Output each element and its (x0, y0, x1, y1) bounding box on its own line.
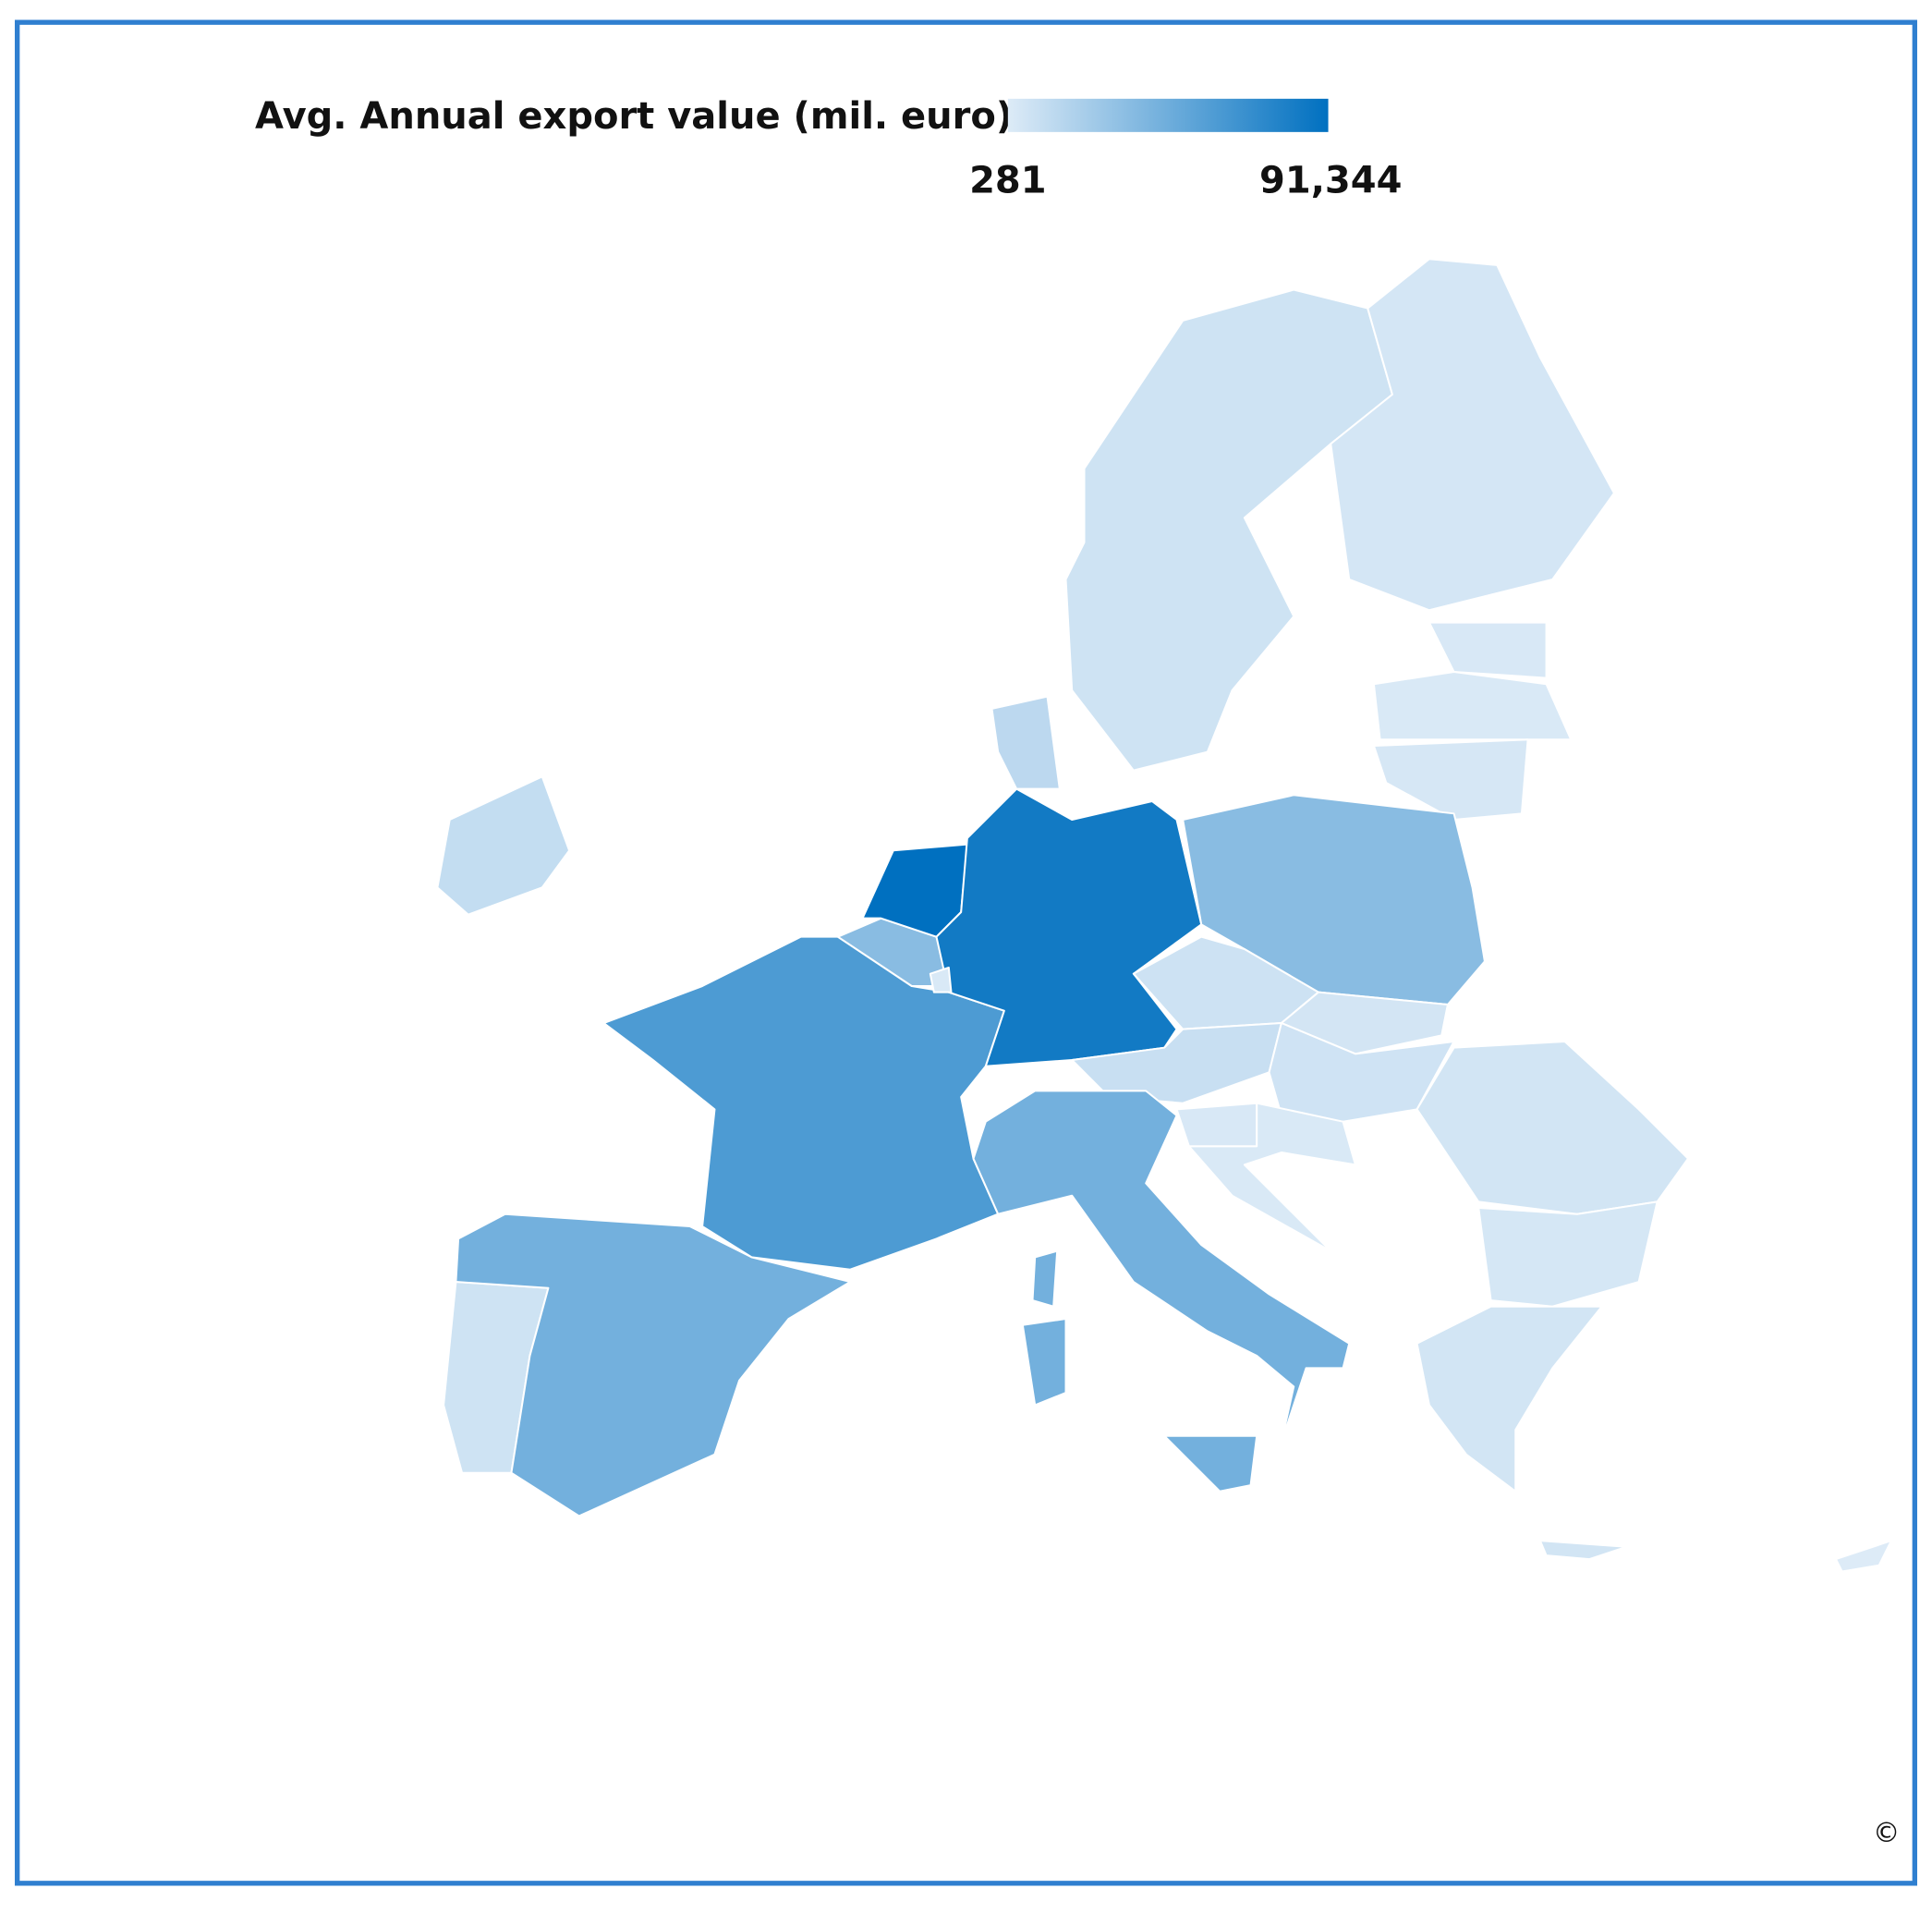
frame (15, 19, 1917, 1886)
region (602, 935, 1005, 1271)
region (1428, 621, 1548, 679)
region (1477, 1200, 1659, 1308)
region (1021, 1318, 1067, 1407)
region (1372, 738, 1529, 821)
regions (436, 258, 1892, 1573)
copyright: © (1873, 1817, 1900, 1848)
region (1163, 1434, 1258, 1493)
region (1031, 1249, 1059, 1308)
region (972, 1090, 1351, 1444)
region (990, 695, 1061, 790)
region (1416, 1041, 1689, 1215)
region (1187, 1102, 1356, 1252)
region (1330, 258, 1615, 612)
region (935, 787, 1203, 1067)
scale-max-label: 91,344 (1259, 160, 1402, 202)
region (1372, 670, 1573, 741)
region (455, 1212, 852, 1517)
region (1538, 1540, 1628, 1561)
color-scale (1007, 98, 1329, 132)
region (1834, 1540, 1892, 1573)
region (929, 967, 953, 993)
region (1416, 1305, 1603, 1493)
scale-min-label: 281 (969, 160, 1047, 202)
legend-title: Avg. Annual export value (mil. euro) (255, 95, 1013, 138)
region (1064, 288, 1393, 772)
region (1175, 1102, 1258, 1148)
region (1182, 794, 1486, 1006)
region (436, 775, 571, 916)
